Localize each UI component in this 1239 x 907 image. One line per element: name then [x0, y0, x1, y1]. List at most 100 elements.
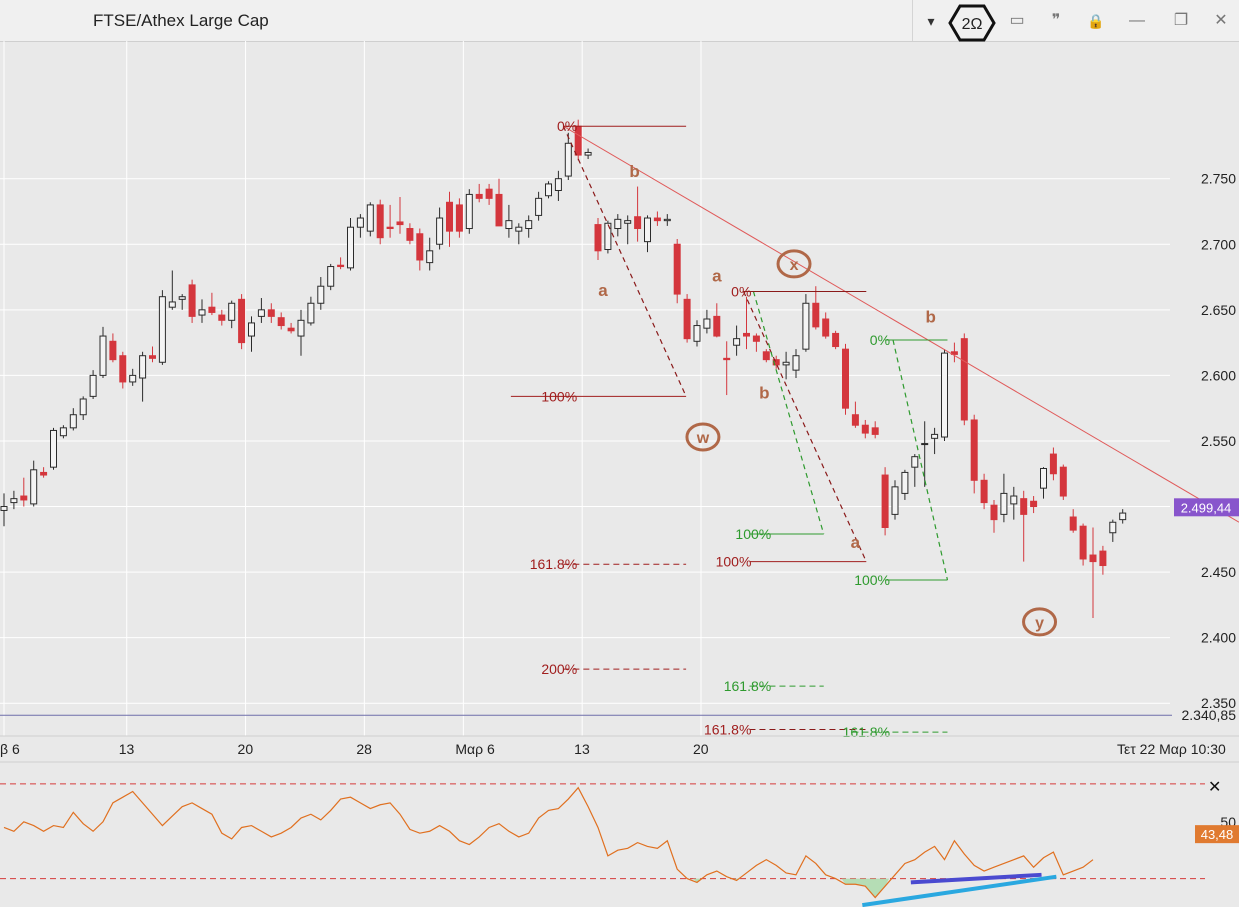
candle-body [752, 335, 760, 342]
wave-label: a [598, 281, 608, 300]
wave-label: a [851, 533, 861, 552]
candle-body [584, 151, 592, 156]
wave-label: b [629, 162, 639, 181]
fibonacci-label: 0% [870, 332, 890, 348]
candle-body [396, 221, 404, 226]
candle-body [257, 309, 265, 317]
candle-body [980, 479, 988, 504]
candle-body [337, 264, 345, 268]
minimize-icon[interactable]: — [1129, 12, 1145, 29]
candle-body [713, 315, 721, 337]
candle-body [30, 469, 38, 505]
fibonacci-label: 161.8% [530, 556, 577, 572]
candle-body [59, 427, 67, 437]
wave-leg [562, 125, 687, 397]
candle-body [1040, 467, 1047, 489]
x-end-label: Τετ 22 Μαρ 10:30 [1117, 741, 1226, 757]
candle-body [653, 217, 661, 222]
trend-line [563, 125, 1239, 523]
y-tick: 2.550 [1201, 433, 1236, 449]
wave-label: y [1035, 615, 1044, 632]
candle-body [277, 317, 285, 327]
candle-body [842, 348, 849, 409]
candle-body [248, 322, 255, 337]
oscillator-close-icon[interactable]: ✕ [1208, 779, 1222, 796]
lock-icon[interactable]: 🔒 [1087, 13, 1105, 29]
candle-body [545, 183, 552, 197]
candle-body [1069, 516, 1077, 531]
candle-body [634, 216, 642, 230]
candle-body [762, 351, 770, 361]
close-icon[interactable]: ✕ [1214, 12, 1228, 29]
candle-body [495, 193, 503, 227]
candle-body [208, 306, 216, 313]
panel-icon[interactable]: ▭ [1009, 12, 1025, 29]
candle-body [891, 486, 899, 515]
candle-body [20, 495, 28, 501]
candle-body [178, 296, 186, 300]
dropdown-icon[interactable]: ▾ [927, 13, 935, 29]
fibonacci-label: 100% [716, 554, 752, 570]
candle-body [931, 433, 939, 439]
candle-body [535, 197, 543, 216]
candle-body [644, 217, 651, 243]
candle-body [436, 217, 444, 245]
candle-body [446, 201, 453, 232]
candle-body [158, 296, 166, 363]
candle-body [297, 319, 305, 337]
candle-body [1089, 554, 1097, 563]
y-tick: 2.650 [1201, 302, 1236, 318]
candle-body [327, 266, 335, 287]
candle-body [1049, 453, 1057, 475]
candle-body [1059, 466, 1067, 497]
candle-body [921, 443, 929, 446]
candle-body [1010, 495, 1018, 505]
2omega-button[interactable]: 2Ω [948, 3, 996, 43]
fibonacci-label: 100% [541, 388, 577, 404]
candle-body [1119, 512, 1127, 521]
oscillator-line [3, 786, 1094, 899]
candle-body [970, 419, 978, 481]
candle-body [881, 474, 889, 529]
candle-body [792, 355, 800, 371]
x-tick: Μαρ 6 [455, 741, 495, 757]
candle-body [465, 193, 473, 230]
y-tick: 2.600 [1201, 367, 1236, 383]
candle-body [861, 424, 869, 434]
candle-body [426, 250, 434, 264]
candle-body [851, 414, 859, 426]
divergence-line [910, 872, 1042, 885]
candle-body [386, 226, 394, 230]
candle-body [871, 427, 879, 435]
wave-leg [752, 291, 825, 535]
candle-body [287, 327, 295, 332]
candle-body [149, 355, 156, 359]
candle-body [901, 471, 909, 494]
candle-body [1020, 498, 1028, 515]
fibonacci-label: 0% [731, 283, 751, 299]
quote-icon[interactable]: ❞ [1051, 12, 1061, 29]
candle-body [743, 332, 750, 337]
wave-leg [742, 291, 867, 562]
candle-body [99, 335, 107, 376]
candle-body [198, 309, 206, 316]
candle-body [416, 233, 424, 261]
candle-body [485, 188, 493, 199]
candle-body [317, 285, 325, 304]
candle-body [663, 218, 671, 222]
candle-body [129, 374, 137, 383]
candle-body [614, 218, 622, 230]
wave-label: b [925, 307, 935, 326]
osc-value-badge [1195, 825, 1239, 844]
candle-body [1030, 500, 1038, 508]
candle-body [812, 302, 820, 328]
restore-icon[interactable]: ❐ [1173, 12, 1189, 29]
time-axis: β 6 13 20 28 Μαρ 6 13 20 Τετ 22 Μαρ 10:3… [0, 736, 1239, 762]
price-chart[interactable]: 0% 100% 161.8% 200% 0% 100% 161.8% 0% 100% 161.8%… [0, 41, 1239, 907]
candle-body [525, 220, 533, 230]
candle-body [238, 298, 246, 344]
fibonacci-label: 200% [541, 661, 577, 677]
candle-body [693, 325, 701, 342]
x-tick: 28 [356, 741, 372, 757]
candle-body [673, 243, 681, 295]
